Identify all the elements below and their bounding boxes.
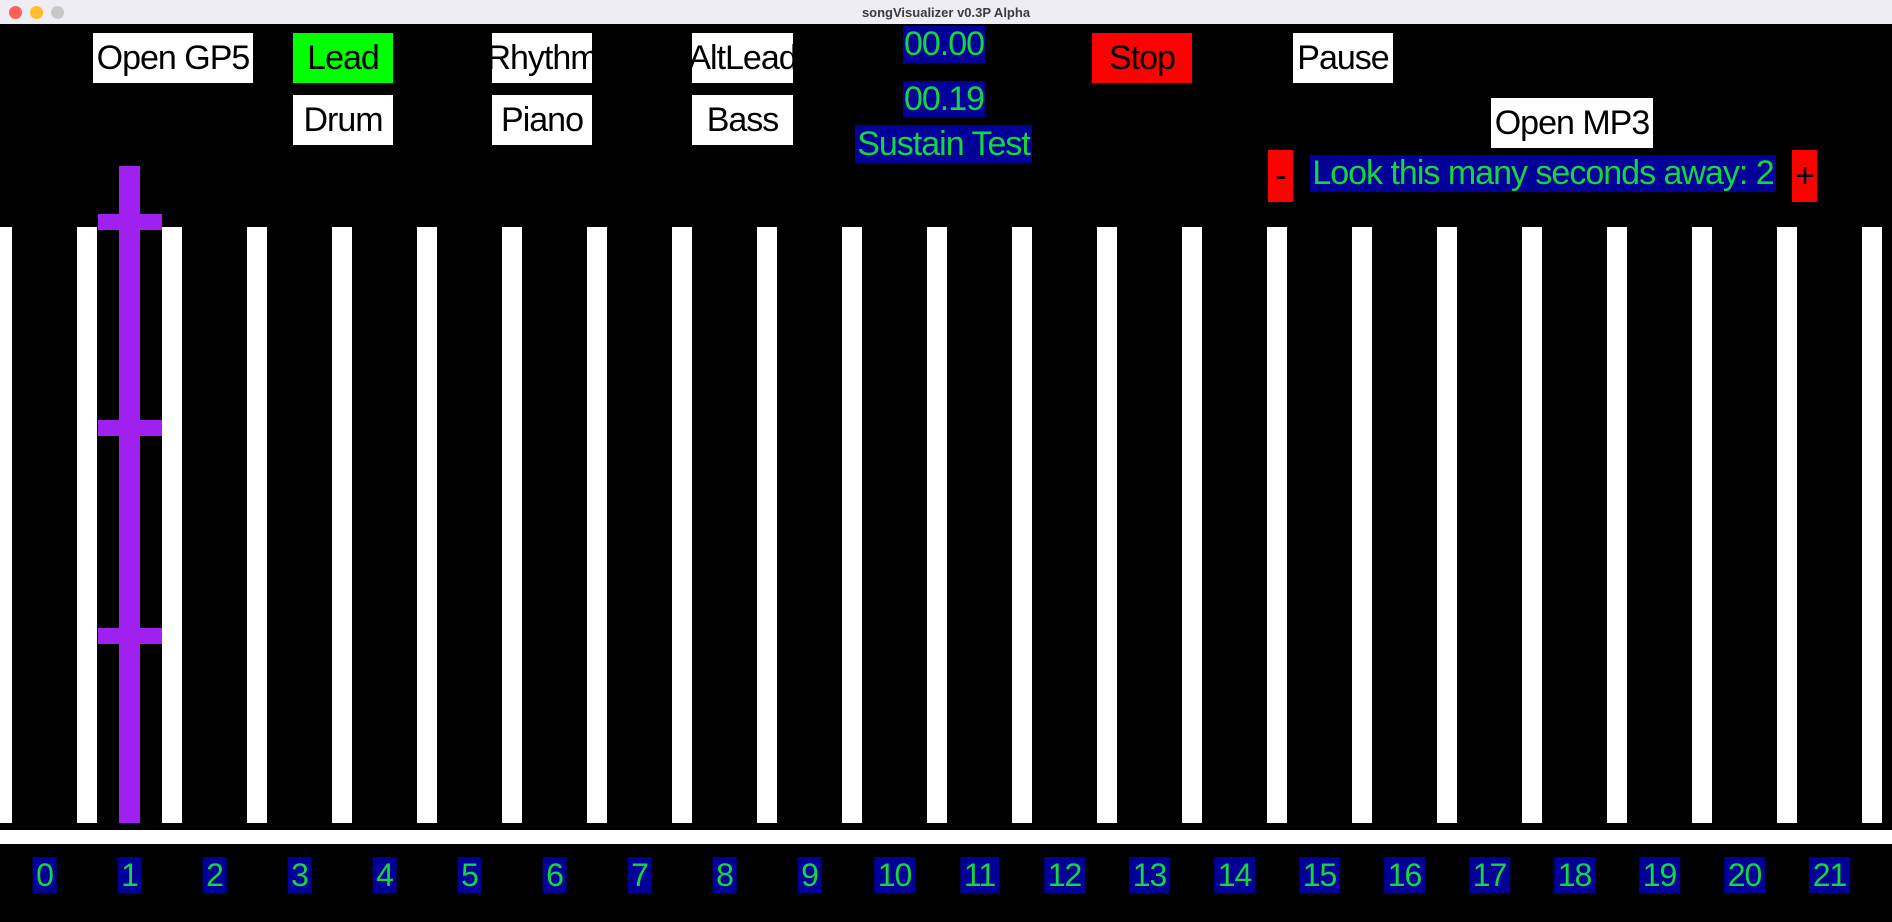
- fret-number-label: 13: [1128, 857, 1171, 893]
- fret-number-label: 0: [32, 857, 57, 893]
- fret-number-label: 21: [1808, 857, 1851, 893]
- fret-number-label: 20: [1723, 857, 1766, 893]
- fret-line: [1777, 227, 1797, 823]
- fret-number-label: 2: [202, 857, 227, 893]
- fret-number-label: 14: [1213, 857, 1256, 893]
- fret-line: [0, 227, 12, 823]
- zoom-button-icon[interactable]: [51, 5, 64, 19]
- minimize-button-icon[interactable]: [30, 5, 43, 19]
- playhead-tick: [97, 628, 162, 644]
- titlebar: songVisualizer v0.3P Alpha: [0, 0, 1892, 24]
- fret-number-label: 9: [797, 857, 822, 893]
- fret-number-label: 10: [873, 857, 916, 893]
- time-total-label: 00.19: [903, 81, 985, 117]
- fret-line: [162, 227, 182, 823]
- fret-line: [332, 227, 352, 823]
- fret-number-label: 3: [287, 857, 312, 893]
- fret-number-label: 6: [542, 857, 567, 893]
- bass-track-button[interactable]: Bass: [692, 95, 793, 145]
- stop-button[interactable]: Stop: [1092, 33, 1192, 83]
- close-button-icon[interactable]: [9, 5, 22, 19]
- pause-button[interactable]: Pause: [1293, 33, 1393, 83]
- playhead-bar: [119, 166, 140, 823]
- fret-number-label: 12: [1043, 857, 1086, 893]
- traffic-lights: [0, 5, 64, 19]
- fret-number-label: 18: [1553, 857, 1596, 893]
- fret-line: [77, 227, 97, 823]
- lookahead-increase-button[interactable]: +: [1792, 150, 1817, 202]
- fret-line: [757, 227, 777, 823]
- time-current-label: 00.00: [903, 26, 985, 63]
- fret-number-label: 19: [1638, 857, 1681, 893]
- song-title-label: Sustain Test: [855, 125, 1032, 163]
- fret-line: [1012, 227, 1032, 823]
- fret-line: [1182, 227, 1202, 823]
- fret-line: [1522, 227, 1542, 823]
- fret-line: [1607, 227, 1627, 823]
- fret-line: [1437, 227, 1457, 823]
- piano-track-button[interactable]: Piano: [492, 95, 592, 145]
- fret-line: [1267, 227, 1287, 823]
- playhead-tick: [97, 420, 162, 436]
- fret-line: [672, 227, 692, 823]
- fret-line: [247, 227, 267, 823]
- fret-line: [502, 227, 522, 823]
- fret-line: [1692, 227, 1712, 823]
- fret-number-label: 15: [1298, 857, 1341, 893]
- lookahead-label: Look this many seconds away: 2: [1310, 155, 1776, 192]
- rhythm-track-button[interactable]: Rhythm: [492, 33, 592, 83]
- fret-line: [1097, 227, 1117, 823]
- fretboard-baseline: [0, 830, 1892, 844]
- fret-number-label: 7: [627, 857, 652, 893]
- fret-number-label: 11: [959, 857, 1000, 893]
- fret-line: [1862, 227, 1882, 823]
- altlead-track-button[interactable]: AltLead: [692, 33, 793, 83]
- fret-line: [417, 227, 437, 823]
- fret-line: [927, 227, 947, 823]
- fret-line: [1352, 227, 1372, 823]
- fret-line: [587, 227, 607, 823]
- open-gp5-button[interactable]: Open GP5: [93, 33, 253, 83]
- fret-number-label: 1: [117, 857, 142, 893]
- fret-number-label: 5: [457, 857, 482, 893]
- open-mp3-button[interactable]: Open MP3: [1491, 98, 1653, 148]
- lead-track-button[interactable]: Lead: [293, 33, 393, 83]
- fret-number-label: 8: [712, 857, 737, 893]
- fret-number-label: 16: [1383, 857, 1426, 893]
- playhead-tick: [97, 214, 162, 230]
- fret-number-label: 4: [372, 857, 397, 893]
- drum-track-button[interactable]: Drum: [293, 95, 393, 145]
- fret-line: [842, 227, 862, 823]
- fret-number-label: 17: [1468, 857, 1511, 893]
- lookahead-decrease-button[interactable]: -: [1268, 150, 1293, 202]
